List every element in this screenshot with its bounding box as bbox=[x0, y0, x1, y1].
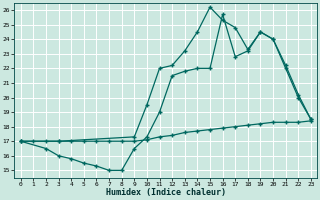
X-axis label: Humidex (Indice chaleur): Humidex (Indice chaleur) bbox=[106, 188, 226, 197]
